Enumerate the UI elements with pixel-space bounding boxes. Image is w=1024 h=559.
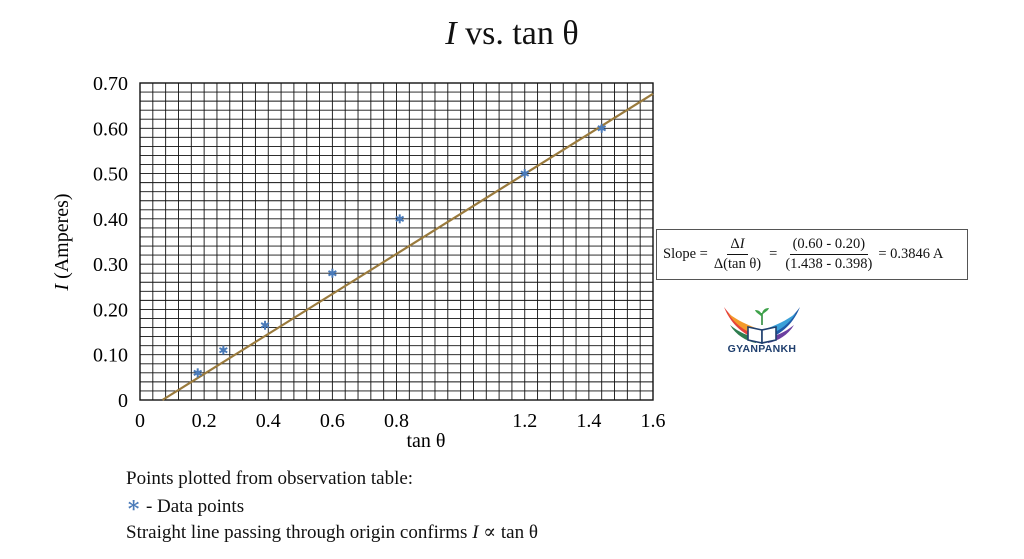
- delta-numerator: ΔI: [727, 236, 748, 255]
- data-point-dot: [522, 171, 527, 176]
- value-denominator: (1.438 - 0.398): [785, 256, 873, 272]
- slope-result: = 0.3846 A: [878, 246, 944, 262]
- value-fraction: (0.60 - 0.20) (1.438 - 0.398): [782, 236, 875, 273]
- delta-variable: I: [739, 236, 745, 252]
- data-point: [260, 320, 270, 330]
- notes-line-3-var: I: [472, 522, 479, 543]
- gyanpankh-logo: [724, 307, 800, 344]
- notes-line-1: Points plotted from observation table:: [126, 468, 414, 489]
- title-text: vs. tan θ: [456, 15, 579, 52]
- y-tick-label: 0.40: [93, 209, 128, 231]
- data-point-dot: [195, 370, 200, 376]
- logo-text: GYANPANKH: [727, 343, 797, 355]
- x-tick-label: 0.6: [320, 410, 345, 432]
- x-axis-label: tan θ: [406, 430, 445, 452]
- y-axis-label-text: (Amperes): [51, 193, 73, 284]
- legend-text: - Data points: [141, 496, 245, 517]
- delta-fraction: ΔI Δ(tan θ): [711, 236, 764, 273]
- notes-line-3-suffix: ∝ tan θ: [478, 522, 538, 543]
- data-point-dot: [599, 126, 604, 131]
- equals-sign: =: [769, 246, 778, 262]
- data-point: [597, 123, 607, 133]
- data-point-dot: [397, 216, 402, 222]
- notes-line-3-prefix: Straight line passing through origin con…: [126, 522, 473, 543]
- fit-line: [161, 92, 654, 401]
- value-numerator: (0.60 - 0.20): [789, 236, 869, 255]
- y-tick-label: 0.70: [93, 73, 128, 95]
- delta-symbol: Δ: [730, 236, 740, 252]
- y-tick-label: 0.50: [93, 164, 128, 186]
- chart-title: I vs. tan θ: [0, 12, 1024, 56]
- notes-line-3: Straight line passing through origin con…: [126, 520, 538, 546]
- data-point: [520, 169, 530, 179]
- plot-border: [139, 82, 654, 401]
- y-tick-labels: 0 0.10 0.20 0.30 0.40 0.50 0.60 0.70: [93, 73, 128, 412]
- best-fit-line: [161, 92, 654, 401]
- x-tick-label: 1.2: [512, 410, 537, 432]
- y-tick-label: 0.20: [93, 299, 128, 321]
- data-point: [193, 368, 203, 378]
- title-variable: I: [445, 15, 457, 52]
- chart-notes: Points plotted from observation table: ∗…: [126, 466, 538, 546]
- data-point-dot: [262, 323, 268, 328]
- x-tick-label: 0.4: [256, 410, 281, 432]
- y-tick-label: 0: [118, 390, 128, 412]
- y-tick-label: 0.30: [93, 254, 128, 276]
- slope-calculation-box: Slope = ΔI Δ(tan θ) = (0.60 - 0.20) (1.4…: [656, 229, 968, 280]
- delta-denominator: Δ(tan θ): [713, 256, 762, 272]
- notes-legend: ∗ - Data points: [126, 492, 538, 520]
- x-tick-labels: 0 0.2 0.4 0.6 0.8 1.2 1.4 1.6: [135, 410, 666, 432]
- x-tick-label: 0: [135, 410, 145, 432]
- data-point: [395, 214, 405, 224]
- grid-lines: [139, 82, 654, 401]
- x-tick-label: 0.8: [384, 410, 409, 432]
- x-tick-label: 1.4: [576, 410, 601, 432]
- y-axis-label-var: I: [51, 283, 73, 292]
- x-tick-label: 0.2: [192, 410, 217, 432]
- plot-frame: [139, 82, 654, 401]
- asterisk-icon: ∗: [126, 492, 142, 517]
- data-point-dot: [330, 271, 335, 276]
- data-point: [327, 268, 337, 278]
- x-tick-label: 1.6: [641, 410, 666, 432]
- data-point-dot: [221, 347, 226, 353]
- y-tick-label: 0.10: [93, 345, 128, 367]
- data-point: [218, 345, 228, 355]
- y-tick-label: 0.60: [93, 118, 128, 140]
- slope-lhs: Slope =: [663, 246, 708, 262]
- data-points: [193, 123, 607, 378]
- y-axis-label: I (Amperes): [51, 193, 73, 291]
